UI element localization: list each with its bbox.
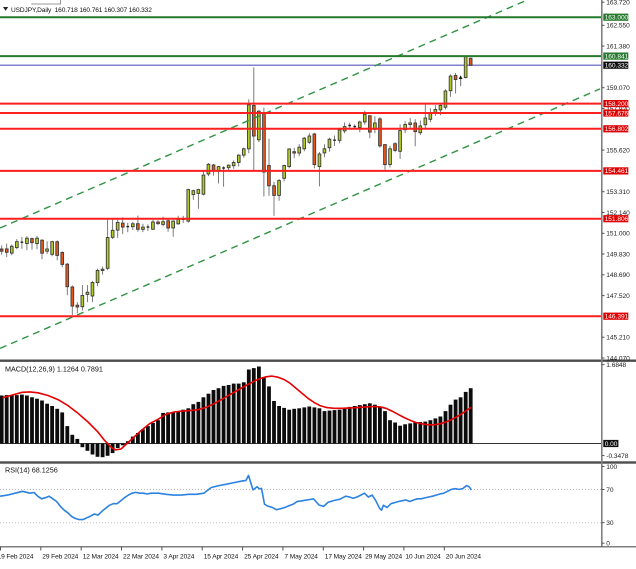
svg-text:100: 100 <box>606 464 617 471</box>
svg-text:157.920: 157.920 <box>606 106 630 113</box>
svg-text:10 Jun 2024: 10 Jun 2024 <box>405 554 441 561</box>
svg-text:154.461: 154.461 <box>605 168 629 175</box>
svg-text:156.802: 156.802 <box>605 126 629 133</box>
svg-text:160.332: 160.332 <box>605 63 629 70</box>
svg-text:153.310: 153.310 <box>606 189 630 196</box>
svg-text:157.676: 157.676 <box>605 110 629 117</box>
svg-text:159.070: 159.070 <box>606 85 630 92</box>
svg-text:30: 30 <box>606 520 614 527</box>
svg-text:29 May 2024: 29 May 2024 <box>365 554 402 561</box>
svg-text:-0.3478: -0.3478 <box>606 453 628 460</box>
svg-text:162.550: 162.550 <box>606 23 630 30</box>
svg-text:12 Mar 2024: 12 Mar 2024 <box>83 554 119 561</box>
svg-text:USDJPY,Daily 160.718 160.761: USDJPY,Daily 160.718 160.761 160.307 160… <box>11 7 152 14</box>
svg-text:144.070: 144.070 <box>606 355 630 362</box>
svg-text:MACD(12,26,9) 1.1264 0.7891: MACD(12,26,9) 1.1264 0.7891 <box>5 365 103 374</box>
svg-text:147.520: 147.520 <box>606 293 630 300</box>
svg-text:155.620: 155.620 <box>606 147 630 154</box>
svg-text:145.210: 145.210 <box>606 335 630 342</box>
svg-text:29 Feb 2024: 29 Feb 2024 <box>42 554 78 561</box>
svg-text:19 Feb 2024: 19 Feb 2024 <box>0 554 34 561</box>
svg-text:152.140: 152.140 <box>606 210 630 217</box>
svg-text:163.720: 163.720 <box>606 0 630 7</box>
svg-text:20 Jun 2024: 20 Jun 2024 <box>446 554 482 561</box>
svg-text:70: 70 <box>606 487 614 494</box>
svg-text:RSI(14) 68.1256: RSI(14) 68.1256 <box>5 466 58 475</box>
svg-text:3 Apr 2024: 3 Apr 2024 <box>163 554 194 561</box>
svg-text:7 May 2024: 7 May 2024 <box>284 554 318 561</box>
svg-text:15 Apr 2024: 15 Apr 2024 <box>204 554 239 561</box>
svg-text:25 Apr 2024: 25 Apr 2024 <box>244 554 279 561</box>
svg-text:0: 0 <box>606 541 610 548</box>
svg-text:1.6848: 1.6848 <box>606 362 626 369</box>
svg-text:151.806: 151.806 <box>605 216 629 223</box>
svg-text:148.690: 148.690 <box>606 272 630 279</box>
svg-text:151.000: 151.000 <box>606 231 630 238</box>
svg-text:22 Mar 2024: 22 Mar 2024 <box>123 554 159 561</box>
svg-text:0.00: 0.00 <box>605 441 618 448</box>
svg-text:163.000: 163.000 <box>605 15 629 22</box>
svg-text:149.830: 149.830 <box>606 251 630 258</box>
svg-text:160.841: 160.841 <box>605 53 629 60</box>
svg-text:17 May 2024: 17 May 2024 <box>325 554 362 561</box>
svg-text:161.380: 161.380 <box>606 43 630 50</box>
svg-text:146.391: 146.391 <box>605 314 629 321</box>
svg-text:158.200: 158.200 <box>605 101 629 108</box>
